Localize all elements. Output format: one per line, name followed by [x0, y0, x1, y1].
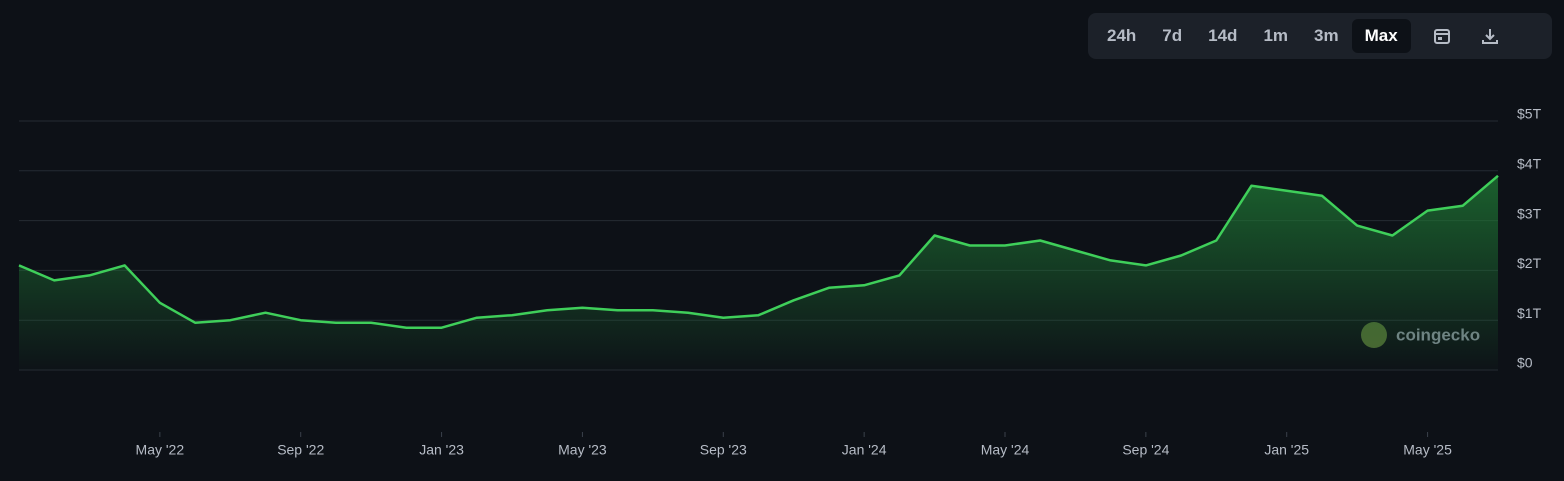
y-tick-label: $1T [1517, 305, 1542, 321]
area [19, 175, 1498, 370]
calendar-icon [1433, 29, 1450, 44]
x-tick-label: Jan '25 [1264, 442, 1309, 458]
x-tick-label: Sep '22 [277, 442, 324, 458]
range-button[interactable]: 1m [1263, 26, 1289, 45]
download-button[interactable] [1473, 19, 1507, 53]
y-tick-label: $3T [1517, 205, 1542, 221]
x-tick-label: May '24 [981, 442, 1030, 458]
calendar-button[interactable] [1425, 19, 1459, 53]
range-button[interactable]: 24h [1107, 26, 1137, 45]
range-button[interactable]: 7d [1162, 26, 1183, 45]
y-tick-label: $0 [1517, 355, 1533, 371]
toolbar: 24h 7d 14d 1m 3m Max [1088, 13, 1552, 59]
x-tick-label: May '22 [136, 442, 185, 458]
x-tick-label: Jan '23 [419, 442, 464, 458]
x-tick-label: Sep '23 [700, 442, 747, 458]
y-tick-label: $5T [1517, 106, 1542, 122]
y-tick-label: $4T [1517, 156, 1542, 172]
y-tick-label: $2T [1517, 255, 1542, 271]
x-tick-label: May '25 [1403, 442, 1452, 458]
line [18, 174, 1499, 329]
x-tick-label: Sep '24 [1122, 442, 1169, 458]
range-button[interactable]: Max [1351, 19, 1411, 53]
x-tick-label: May '23 [558, 442, 607, 458]
x-tick-label: Jan '24 [842, 442, 887, 458]
range-button[interactable]: 14d [1208, 26, 1238, 45]
range-button[interactable]: 3m [1314, 26, 1339, 45]
download-icon [1481, 29, 1498, 44]
